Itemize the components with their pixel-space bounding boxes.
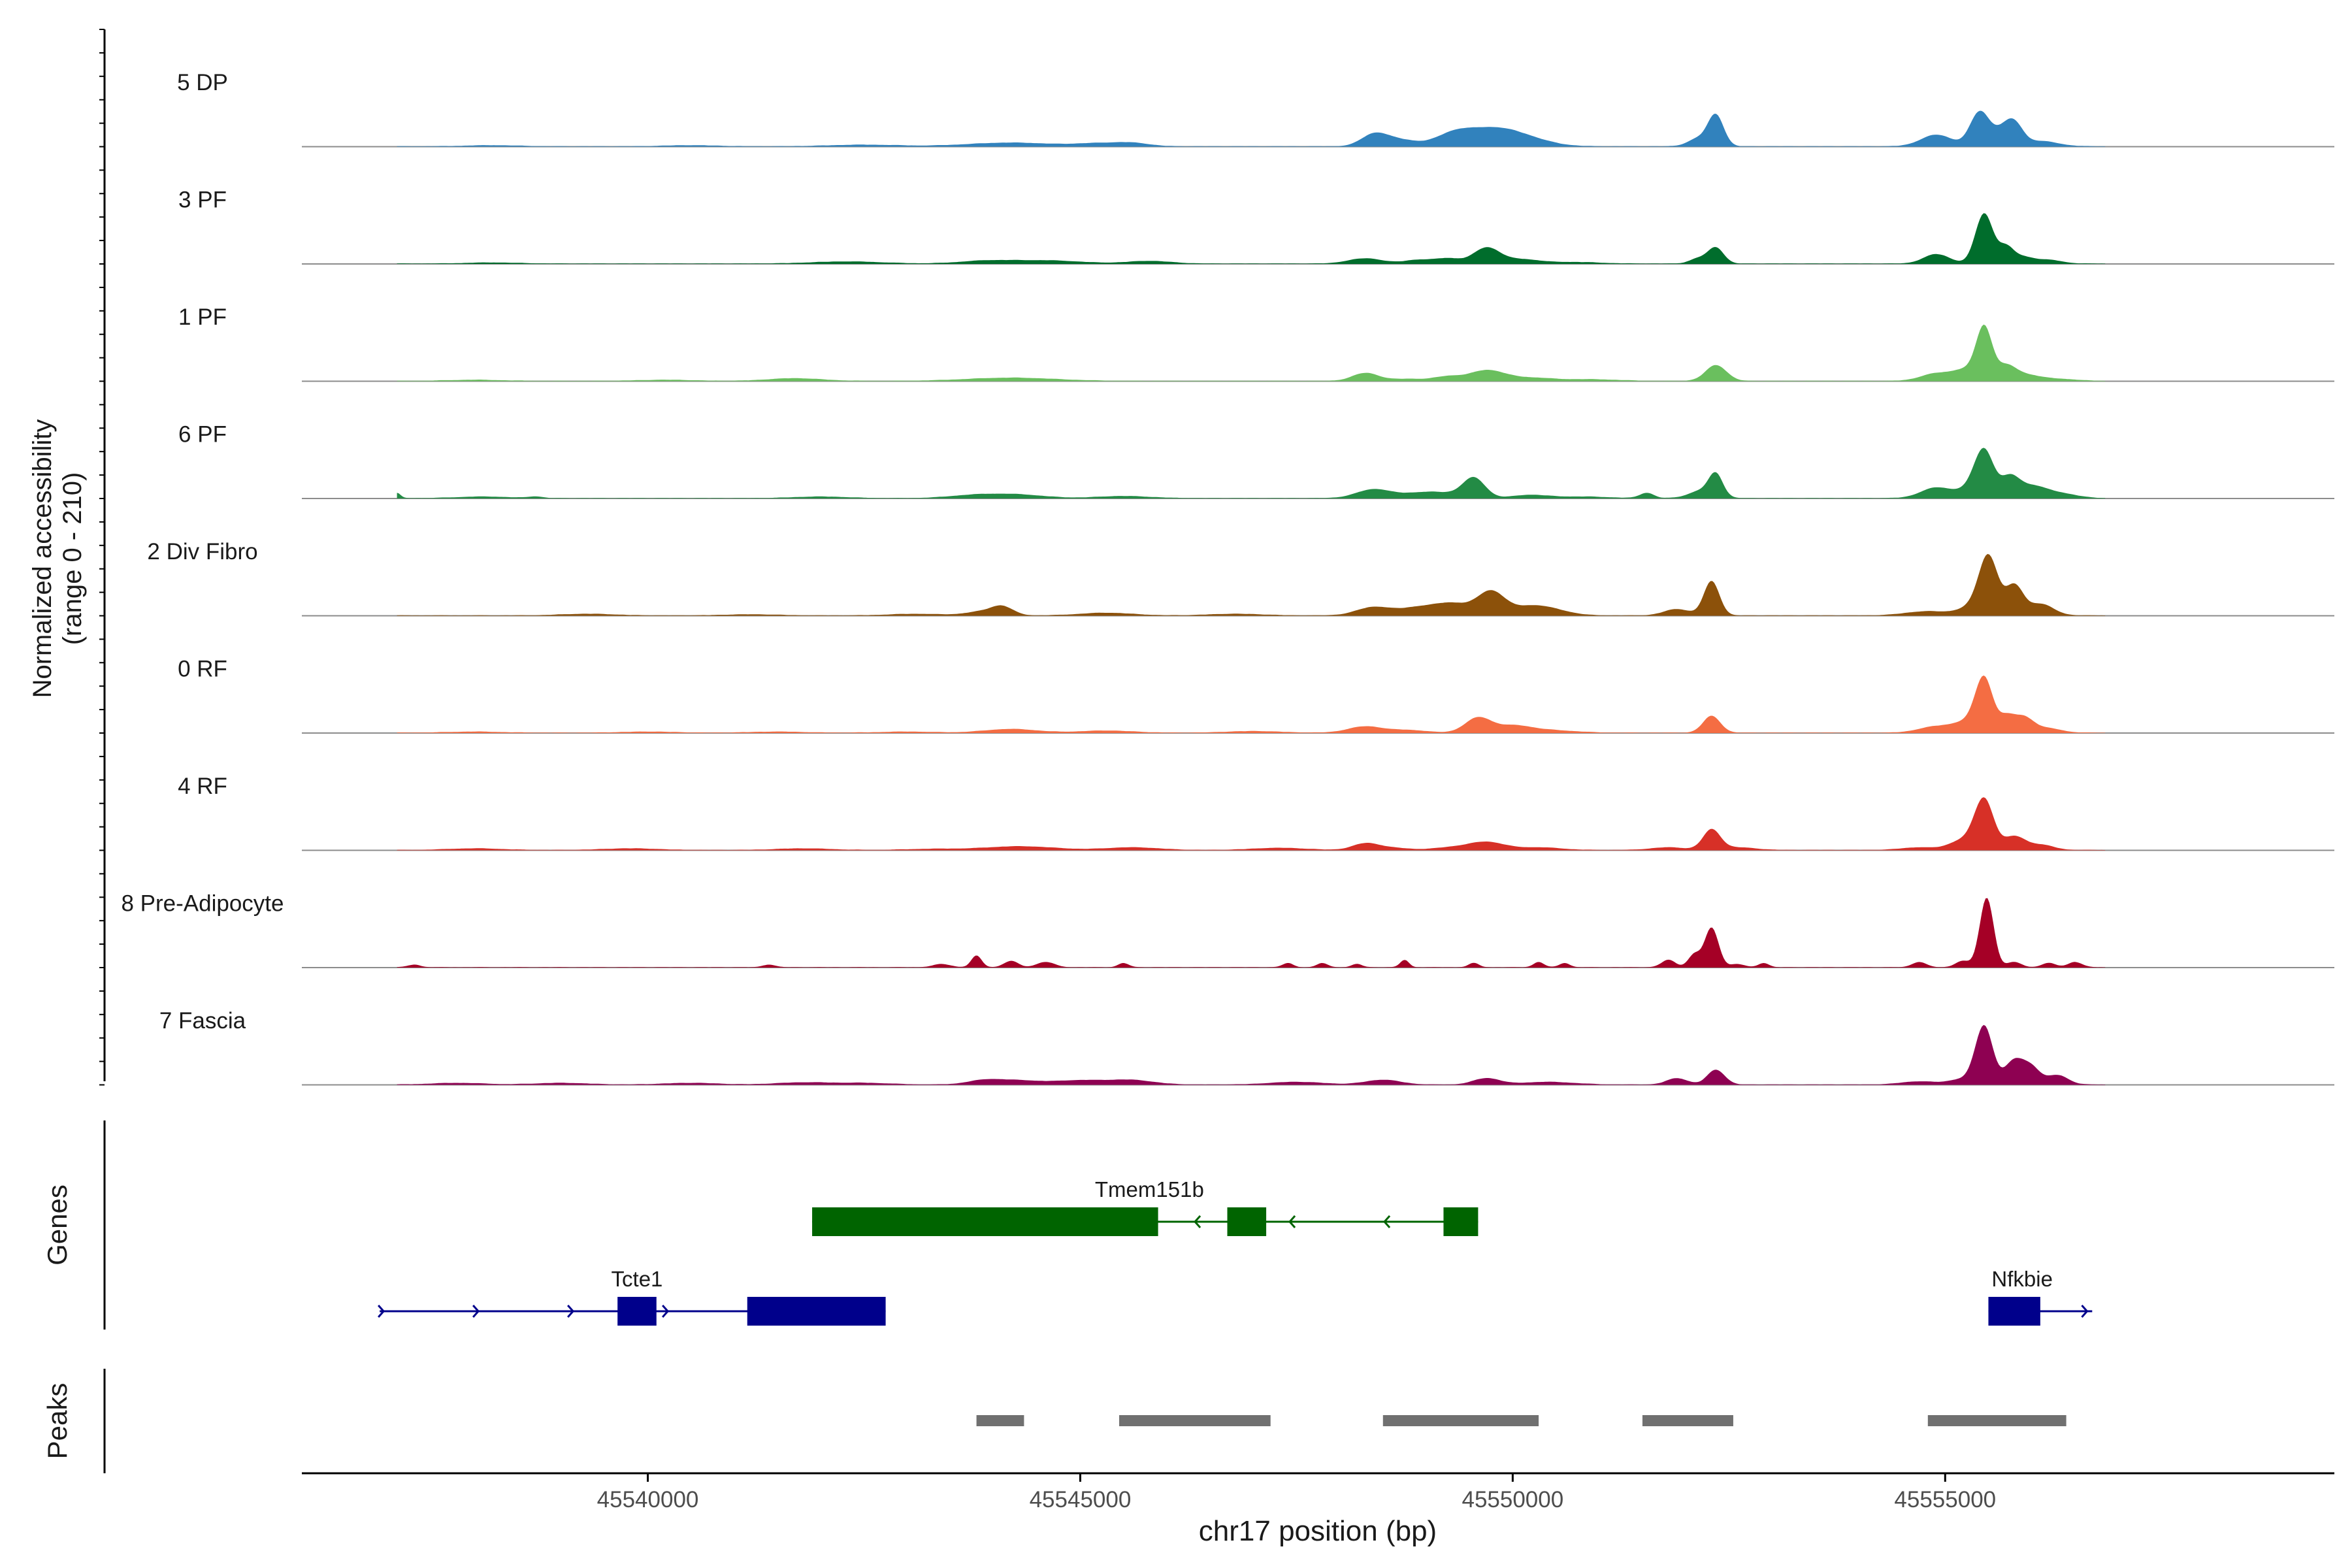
gene-exon — [617, 1297, 657, 1326]
track-label: 1 PF — [178, 304, 227, 330]
coverage-y-ticks — [99, 29, 105, 1086]
gene-label: Nfkbie — [1991, 1267, 2053, 1291]
gene-exon — [747, 1297, 886, 1326]
peak-region — [976, 1415, 1024, 1426]
peak-region — [1642, 1415, 1733, 1426]
coverage-area-series — [397, 1024, 2106, 1085]
y-axis-label-line2: (range 0 - 210) — [58, 472, 87, 645]
gene-tmem151b: Tmem151b — [812, 1177, 1478, 1236]
gene-label: Tcte1 — [612, 1267, 663, 1291]
track-label: 4 RF — [178, 774, 227, 799]
x-tick-label: 45555000 — [1894, 1487, 1996, 1512]
strand-arrow — [2081, 1305, 2089, 1318]
track-7: 8 Pre-Adipocyte — [121, 891, 2334, 968]
strand-arrow — [662, 1305, 670, 1318]
track-label: 2 Div Fibro — [147, 539, 257, 564]
peak-region — [1119, 1415, 1271, 1426]
gene-nfkbie: Nfkbie — [1988, 1267, 2093, 1326]
x-axis-label: chr17 position (bp) — [1199, 1515, 1437, 1547]
peak-region — [1927, 1415, 2066, 1426]
track-0: 5 DP — [177, 70, 2334, 148]
gene-exon — [1227, 1207, 1267, 1236]
track-6: 4 RF — [178, 774, 2334, 851]
track-5: 0 RF — [178, 657, 2334, 734]
strand-arrow — [472, 1305, 480, 1318]
strand-arrow — [1383, 1215, 1391, 1228]
coverage-area-series — [397, 675, 2106, 733]
track-2: 1 PF — [178, 304, 2334, 382]
track-1: 3 PF — [178, 188, 2334, 265]
peak-region — [1382, 1415, 1539, 1426]
track-label: 0 RF — [178, 657, 227, 682]
gene-exon — [812, 1207, 1158, 1236]
strand-arrow — [1288, 1215, 1296, 1228]
coverage-area-series — [397, 553, 2106, 616]
track-label: 5 DP — [177, 70, 228, 95]
x-tick-label: 45550000 — [1462, 1487, 1563, 1512]
gene-label: Tmem151b — [1095, 1177, 1204, 1201]
track-label: 7 Fascia — [159, 1008, 246, 1034]
track-label: 8 Pre-Adipocyte — [121, 891, 284, 917]
strand-arrow — [378, 1305, 385, 1318]
peaks-track-label: Peaks — [42, 1383, 73, 1460]
coverage-tracks: 5 DP 3 PF 1 PF 6 PF 2 Div Fibro 0 RF 4 RF 8 Pre… — [121, 70, 2334, 1086]
genes-track-label: Genes — [42, 1184, 73, 1266]
coverage-area-series — [397, 324, 2106, 382]
coverage-area-series — [397, 448, 2106, 498]
x-tick-label: 45545000 — [1030, 1487, 1132, 1512]
track-3: 6 PF — [178, 422, 2334, 499]
track-label: 6 PF — [178, 422, 227, 448]
track-4: 2 Div Fibro — [147, 539, 2334, 617]
strand-arrow — [1194, 1215, 1201, 1228]
coverage-area-series — [397, 797, 2106, 851]
coverage-area-series — [397, 213, 2106, 264]
track-8: 7 Fascia — [159, 1008, 2334, 1086]
track-label: 3 PF — [178, 188, 227, 213]
coverage-area-series — [397, 110, 2106, 147]
gene-exon — [1443, 1207, 1478, 1236]
peaks-track — [976, 1415, 2066, 1426]
gene-tcte1: Tcte1 — [378, 1267, 886, 1326]
y-axis-label-line1: Normalized accessibility — [28, 419, 57, 698]
x-axis-ticks: 45540000 45545000 45550000 45555000 — [597, 1473, 1996, 1512]
genes-track: Tmem151b Tcte1 Nfkbie — [378, 1177, 2093, 1326]
x-tick-label: 45540000 — [597, 1487, 699, 1512]
gene-exon — [1988, 1297, 2040, 1326]
coverage-area-series — [397, 898, 2106, 968]
strand-arrow — [567, 1305, 575, 1318]
